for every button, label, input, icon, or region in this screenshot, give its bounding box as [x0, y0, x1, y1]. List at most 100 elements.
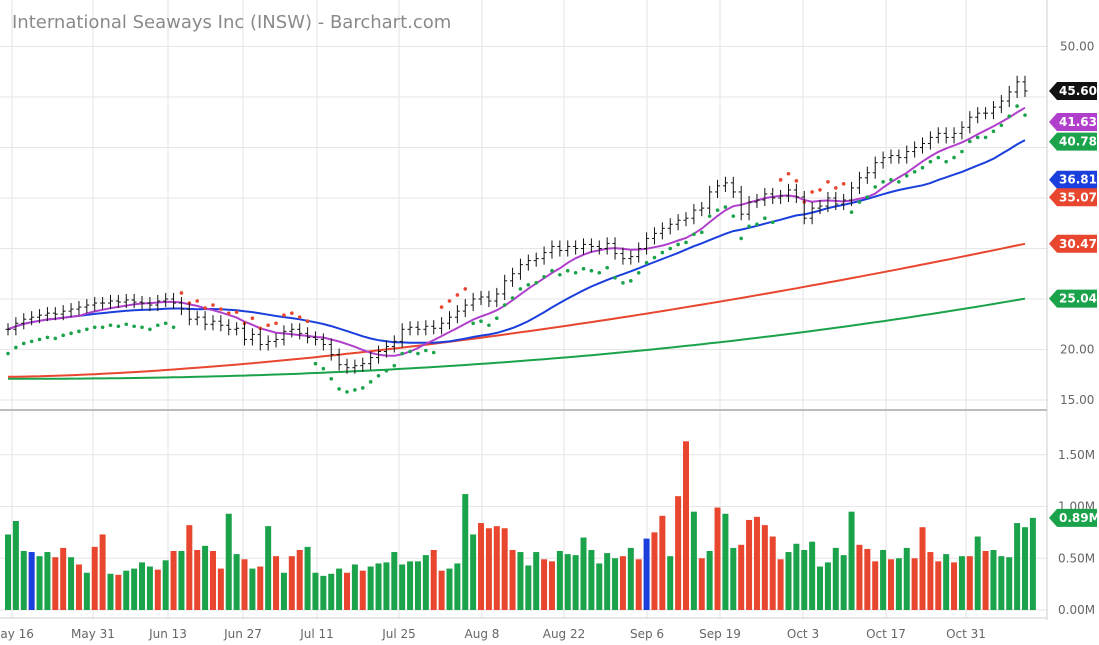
sar-dot	[550, 268, 554, 273]
volume-bar	[273, 556, 280, 610]
volume-bar	[257, 566, 264, 610]
sar-dot	[408, 349, 412, 354]
volume-bar	[344, 572, 350, 610]
sar-dot	[581, 266, 586, 271]
volume-bar	[478, 523, 485, 610]
volume-bar	[698, 558, 705, 610]
sar-dot	[297, 315, 302, 319]
sar-dot	[337, 387, 341, 391]
volume-bar	[895, 558, 902, 610]
sar-dot	[763, 216, 767, 220]
volume-bar	[998, 556, 1005, 610]
volume-bar	[107, 573, 114, 610]
volume-bar	[115, 574, 122, 610]
tag-label: 35.07	[1059, 190, 1097, 204]
volume-bar	[880, 549, 887, 610]
time-tick-label: Jun 27	[223, 627, 262, 641]
volume-bar	[548, 561, 555, 610]
volume-bar	[501, 528, 508, 610]
sar-dot	[1015, 104, 1019, 108]
sar-dot	[928, 159, 933, 164]
volume-bar	[367, 566, 374, 610]
volume-bar	[619, 556, 626, 610]
volume-bar	[1029, 517, 1036, 610]
sar-dot	[999, 123, 1004, 128]
volume-bar	[383, 562, 390, 610]
volume-bar	[958, 556, 965, 610]
volume-bar	[738, 544, 745, 610]
volume-bar	[872, 561, 879, 610]
sar-dot	[77, 329, 81, 334]
volume-bar	[162, 560, 169, 610]
volume-bar	[556, 551, 563, 610]
volume-bar	[911, 558, 918, 610]
tag-shape	[1049, 132, 1097, 151]
sar-dot	[416, 351, 420, 356]
volume-bar	[52, 557, 59, 610]
volume-bar	[746, 519, 753, 610]
volume-bar	[280, 572, 287, 610]
tag-shape	[1049, 289, 1097, 308]
sar-dot	[124, 322, 129, 327]
sar-dot	[510, 296, 515, 300]
volume-bar	[817, 566, 824, 610]
sar-dot	[1007, 114, 1012, 118]
volume-bar	[541, 559, 548, 610]
sar-dot	[313, 361, 318, 366]
sar-dot	[100, 325, 105, 330]
sar-dot	[644, 260, 649, 265]
sar-dot	[542, 274, 546, 279]
sar-dot	[739, 236, 743, 241]
volume-bar	[139, 562, 146, 610]
sar-dot	[991, 129, 996, 134]
volume-bar	[233, 554, 240, 610]
tag-sma_green: 25.04	[1049, 289, 1097, 308]
sar-dot	[912, 169, 917, 174]
sar-dot	[518, 287, 523, 291]
sar-dot	[944, 159, 948, 164]
volume-bar	[446, 568, 453, 610]
volume-bar	[241, 559, 248, 610]
sar-dot	[455, 293, 460, 297]
sar-dot	[605, 265, 609, 270]
price-tick-label: 50.00	[1060, 40, 1094, 54]
sar-dot	[747, 224, 751, 229]
time-tick-label: Sep 19	[699, 627, 741, 641]
sar-dot	[250, 316, 255, 320]
time-tick-label: Jun 13	[148, 627, 187, 641]
volume-bar	[75, 564, 82, 610]
volume-bar	[407, 561, 414, 610]
time-tick-label: May 16	[0, 627, 34, 641]
sar-dot	[92, 325, 97, 330]
sar-dot	[447, 299, 452, 303]
volume-bar	[493, 526, 500, 610]
time-tick-label: Oct 31	[946, 627, 986, 641]
volume-bar	[217, 568, 224, 610]
volume-bar	[359, 570, 366, 610]
sar-dot	[494, 316, 499, 320]
sar-dot	[534, 281, 539, 285]
sma-blue-line	[7, 139, 1026, 344]
sar-dot	[179, 291, 184, 295]
time-tick-label: May 31	[71, 627, 115, 641]
sar-dot	[857, 200, 862, 204]
sar-dot	[471, 321, 475, 326]
chart-title: International Seaways Inc (INSW) - Barch…	[12, 12, 451, 33]
volume-bar	[793, 543, 800, 610]
sar-dot	[203, 306, 207, 310]
volume-bar	[659, 515, 666, 610]
volume-bar	[643, 538, 650, 610]
sar-dot	[345, 390, 349, 394]
sar-dot	[21, 341, 26, 346]
chart-series	[5, 75, 1028, 394]
volume-bar	[123, 570, 130, 610]
volume-bar	[391, 552, 398, 610]
sar-dot	[424, 348, 428, 353]
sar-dot	[266, 323, 270, 328]
volume-bar	[761, 525, 768, 610]
sar-dot	[952, 155, 956, 160]
volume-bar	[840, 555, 847, 610]
sma-purple-line	[7, 106, 1026, 357]
sar-dot	[526, 283, 531, 287]
volume-bar	[304, 546, 311, 610]
